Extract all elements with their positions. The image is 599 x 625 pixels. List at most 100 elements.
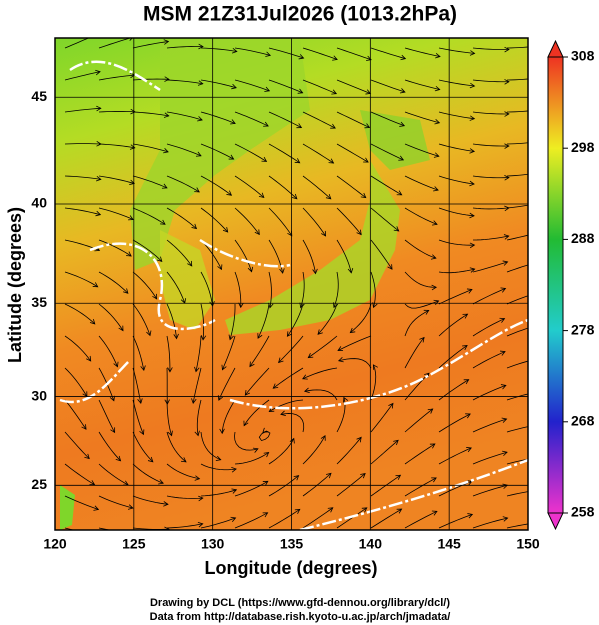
streamline [195, 335, 202, 372]
streamline-arrow [252, 447, 259, 453]
streamline [98, 303, 124, 331]
streamline [268, 143, 300, 164]
streamline [64, 38, 90, 49]
streamline [234, 111, 269, 127]
streamline-arrow [499, 317, 506, 323]
streamline-arrow [265, 51, 272, 57]
streamline [166, 79, 203, 85]
streamline [404, 310, 429, 337]
colorbar-tick-label: 298 [571, 139, 595, 155]
streamline [370, 271, 376, 308]
streamline-arrow [536, 323, 541, 328]
streamline [370, 207, 399, 232]
streamline-arrow [419, 336, 425, 343]
streamline [404, 111, 440, 124]
streamline-arrow [538, 488, 543, 493]
streamline-arrow [304, 387, 310, 393]
streamline-arrow [173, 333, 179, 340]
map-field [55, 38, 543, 530]
streamline [234, 207, 260, 235]
streamline-arrow [500, 287, 507, 293]
streamline [234, 431, 259, 451]
streamline [438, 345, 468, 369]
streamline-arrow [538, 201, 543, 206]
streamline-arrow [502, 450, 508, 457]
streamline [302, 111, 336, 129]
streamline [98, 335, 118, 367]
credit: Drawing by DCL (https://www.gfd-dennou.o… [150, 597, 450, 609]
streamline-arrow [399, 121, 406, 127]
streamline [64, 463, 95, 485]
streamline-arrow [146, 330, 152, 337]
streamline [333, 271, 339, 308]
streamline-arrow [469, 50, 476, 56]
streamline-arrow [263, 452, 270, 458]
streamline [268, 79, 303, 94]
streamline-arrow [113, 361, 119, 368]
streamline-arrow [279, 268, 285, 274]
streamline-arrow [343, 396, 349, 403]
streamline [132, 271, 158, 300]
streamline-arrow [538, 76, 543, 81]
streamline [506, 204, 528, 209]
streamline [166, 143, 202, 157]
streamline [302, 367, 338, 380]
streamline [506, 142, 528, 145]
streamline [64, 175, 101, 180]
streamline [370, 175, 402, 196]
streamline [166, 431, 187, 463]
streamline-arrow [161, 183, 168, 189]
streamline [98, 495, 133, 509]
streamline [268, 509, 301, 529]
streamline-arrow [163, 112, 170, 118]
streamline [336, 111, 370, 128]
streamline-arrow [360, 192, 367, 199]
streamline-arrow [302, 374, 308, 380]
streamline-arrow [356, 436, 362, 443]
streamline [132, 78, 169, 81]
streamline [336, 143, 369, 163]
land-hokkaido [360, 110, 430, 170]
streamline-arrow [432, 220, 438, 226]
streamline-arrow [198, 43, 204, 50]
streamline [268, 47, 304, 59]
streamline-arrow [115, 455, 122, 462]
streamline [472, 207, 509, 210]
streamline [166, 463, 200, 480]
streamline-arrow [399, 88, 406, 94]
streamline-arrow [92, 282, 99, 288]
streamline-arrow [537, 230, 542, 235]
streamline [229, 303, 236, 340]
streamline-arrow [395, 474, 402, 480]
streamline [302, 239, 316, 274]
streamline [506, 458, 528, 465]
streamline [472, 318, 505, 337]
streamline-arrow [156, 256, 163, 262]
streamline [268, 111, 302, 128]
streamline-arrow [423, 309, 430, 315]
streamline-arrow [396, 190, 403, 196]
x-tick-label: 140 [359, 536, 383, 552]
streamline [243, 399, 270, 426]
streamline [166, 239, 193, 267]
streamline [234, 512, 268, 529]
streamline [132, 431, 154, 463]
y-tick-label: 30 [31, 387, 47, 403]
streamline-arrow [321, 230, 327, 237]
land-taiwan [60, 485, 75, 530]
x-tick-label: 135 [280, 536, 304, 552]
streamline-arrow [167, 367, 173, 373]
colorbar-tick-label: 288 [571, 230, 595, 246]
streamline [98, 399, 115, 433]
streamline [192, 367, 202, 404]
streamline [404, 271, 437, 288]
streamline-arrow [230, 516, 237, 522]
streamline [98, 111, 136, 113]
streamline [249, 335, 270, 367]
streamline-arrow [327, 507, 334, 513]
streamline-arrow [230, 119, 236, 125]
streamline-arrow [164, 526, 170, 530]
streamline-arrow [221, 364, 227, 371]
streamline-arrow [89, 480, 96, 486]
streamline-arrow [504, 46, 510, 53]
